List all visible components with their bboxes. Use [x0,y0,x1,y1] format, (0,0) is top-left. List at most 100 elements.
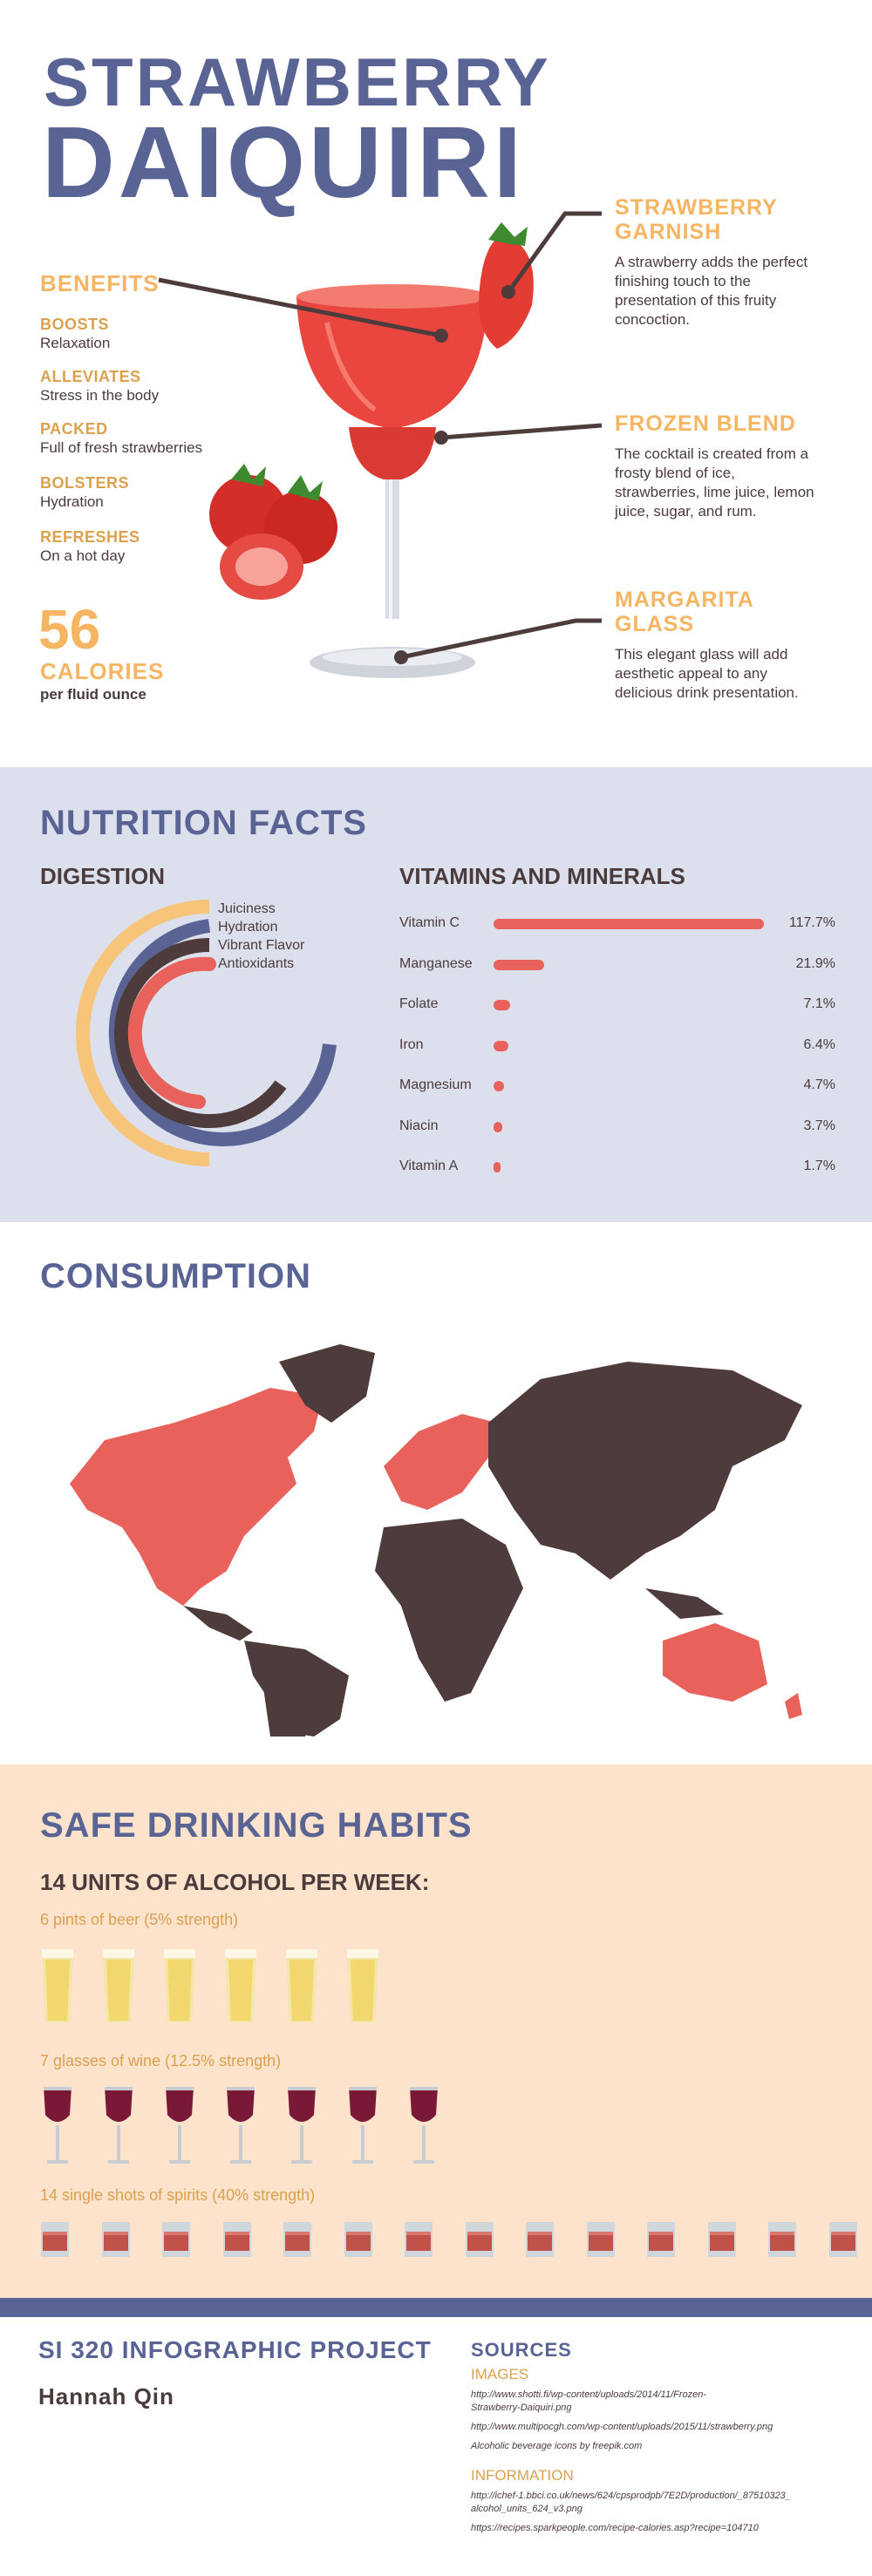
consumption-section: CONSUMPTION [0,1222,872,1764]
vitamin-row: Iron 6.4% [399,1036,835,1057]
title-line-2: DAIQUIRI [42,105,525,219]
ring-antioxidants [127,956,216,1109]
wine-row [40,2083,825,2171]
spirits-label: 14 single shots of spirits (40% strength… [40,2186,316,2204]
vitamin-bar [494,1040,508,1051]
legend-item: Hydration [218,920,278,935]
vitamin-value: 21.9% [795,955,835,971]
wine-glass-icon [166,2087,194,2164]
map-australia [663,1623,767,1702]
source-link[interactable]: http://www.multipocgh.com/wp-content/upl… [471,2422,773,2432]
cocktail-lower-bowl [349,427,436,479]
beer-label: 6 pints of beer (5% strength) [40,1911,239,1928]
project-title: SI 320 INFOGRAPHIC PROJECT [38,2336,432,2363]
callout-text: delicious drink presentation. [615,684,799,701]
title-line-1: STRAWBERRY [44,44,551,120]
sources-heading: SOURCES [471,2339,572,2361]
vitamin-row: Manganese 21.9% [399,955,835,975]
vitamin-label: Vitamin A [399,1159,459,1173]
callout-text: finishing touch to the [615,273,751,289]
daiquiri-illustration [209,222,534,678]
map-africa [375,1519,523,1702]
vitamin-label: Folate [399,996,439,1011]
vitamin-row: Folate 7.1% [399,995,835,1016]
shot-glass-icon [707,2222,736,2257]
beer-glass-icon [164,1949,195,2022]
callout-heading: STRAWBERRY [615,195,778,220]
safe-subheading: 14 UNITS OF ALCOHOL PER WEEK: [40,1869,430,1895]
beer-glass-icon [286,1949,317,2022]
benefit-desc: Relaxation [40,335,111,351]
nutrition-section: NUTRITION FACTS DIGESTION VITAMINS AND M… [0,767,872,1222]
shot-glass-icon [405,2222,433,2257]
shot-glass-icon [283,2222,311,2257]
callout-text: juice, sugar, and rum. [615,503,757,520]
shot-glass-icon [828,2222,857,2257]
benefit-item: ALLEVIATES Stress in the body [40,368,202,420]
vitamin-value: 117.7% [788,915,835,930]
shot-glass-icon [647,2222,675,2257]
safe-drinking-section: SAFE DRINKING HABITS 14 UNITS OF ALCOHOL… [0,1764,872,2298]
vitamin-value: 6.4% [803,1037,835,1052]
benefit-desc: Full of fresh strawberries [40,439,203,456]
vitamin-bar [494,1081,505,1091]
beer-row [40,1947,825,2026]
shot-glass-icon [222,2222,251,2257]
legend-item: Juiciness [218,901,276,916]
vitamin-label: Iron [399,1037,424,1052]
callout-text: A strawberry adds the perfect [615,254,808,270]
map-europe [384,1414,497,1510]
images-heading: IMAGES [471,2366,529,2382]
source-link[interactable]: https://recipes.sparkpeople.com/recipe-c… [471,2523,759,2533]
benefit-item: BOOSTS Relaxation [40,316,202,368]
benefit-label: BOLSTERS [40,474,130,492]
source-link[interactable]: http://ichef-1.bbci.co.uk/news/624/cpspr… [471,2491,791,2501]
map-central-america [183,1606,253,1641]
wine-glass-icon [44,2087,72,2164]
benefit-label: REFRESHES [40,528,140,546]
benefit-label: BOOSTS [40,316,110,333]
source-link[interactable]: Strawberry-Daiquiri.png [471,2403,572,2413]
source-link[interactable]: http://www.shotti.fi/wp-content/uploads/… [471,2389,707,2400]
digestion-radial-chart [76,900,337,1166]
shot-glass-icon [465,2222,494,2257]
vitamin-label: Niacin [399,1118,439,1133]
benefit-item: REFRESHES On a hot day [40,528,202,581]
vitamin-label: Vitamin C [399,915,460,930]
shot-glass-icon [41,2222,69,2257]
callout-text: concoction. [615,311,690,328]
cocktail-top [296,284,488,309]
vitamins-heading: VITAMINS AND MINERALS [399,863,685,889]
beer-glass-icon [225,1949,256,2022]
vitamin-value: 3.7% [803,1118,835,1133]
callout-lines [158,211,603,660]
vitamin-row: Vitamin C 117.7% [399,914,835,935]
benefits-heading: BENEFITS [40,270,160,296]
wine-glass-icon [410,2087,438,2164]
safe-heading: SAFE DRINKING HABITS [40,1806,473,1845]
digestion-legend: Juiciness Hydration Vibrant Flavor Antio… [218,900,304,973]
callout-heading: GLASS [615,612,695,636]
beer-glass-icon [347,1949,378,2022]
wine-label: 7 glasses of wine (12.5% strength) [40,2052,282,2070]
footer-divider [0,2298,872,2317]
digestion-heading: DIGESTION [40,863,166,889]
calories-label: CALORIES [40,658,165,684]
callout-frozen-blend: FROZEN BLEND The cocktail is created fro… [615,411,859,521]
source-link[interactable]: alcohol_units_624_v3.png [471,2504,582,2514]
callout-garnish: STRAWBERRY GARNISH A strawberry adds the… [615,195,859,330]
vitamin-row: Magnesium 4.7% [399,1076,835,1097]
vitamin-row: Niacin 3.7% [399,1117,835,1138]
calories-unit: per fluid ounce [40,686,146,703]
map-new-zealand [785,1693,802,1719]
benefit-label: PACKED [40,420,108,438]
benefit-desc: Hydration [40,493,104,510]
shot-glass-icon [768,2222,796,2257]
vitamin-value: 4.7% [803,1077,835,1092]
wine-glass-icon [227,2087,255,2164]
shot-glass-icon [344,2222,372,2257]
wine-glass-icon [349,2087,377,2164]
callout-text: This elegant glass will add [615,646,788,663]
callout-text: aesthetic appeal to any [615,665,767,682]
info-sources: http://ichef-1.bbci.co.uk/news/624/cpspr… [471,2490,855,2535]
